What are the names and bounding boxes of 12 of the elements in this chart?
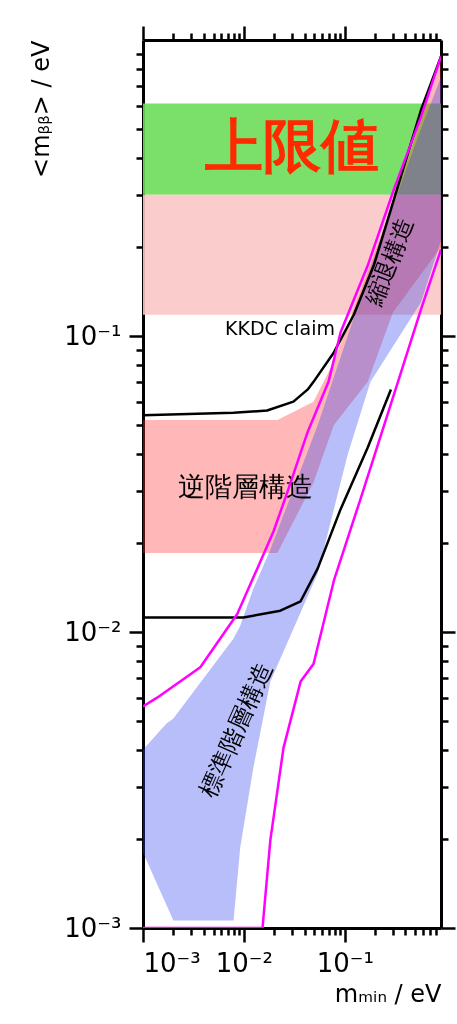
annotation: 縮退構造 bbox=[360, 214, 418, 311]
x-tick-label: 10⁻³ bbox=[143, 947, 201, 978]
annotation: 標準階層構造 bbox=[194, 658, 279, 802]
y-tick-label: 10⁻¹ bbox=[64, 320, 122, 351]
band-label: 上限値 bbox=[204, 112, 379, 181]
band-label: KKDC claim bbox=[224, 316, 336, 339]
x-axis-title: mₘᵢₙ / eV bbox=[334, 979, 443, 1008]
x-tick-label: 10⁻¹ bbox=[316, 947, 374, 978]
y-tick-label: 10⁻³ bbox=[64, 912, 122, 943]
x-tick-label: 10⁻² bbox=[215, 947, 273, 978]
y-axis-title: <mᵦᵦ> / eV bbox=[27, 39, 56, 178]
y-tick-label: 10⁻² bbox=[64, 616, 122, 647]
